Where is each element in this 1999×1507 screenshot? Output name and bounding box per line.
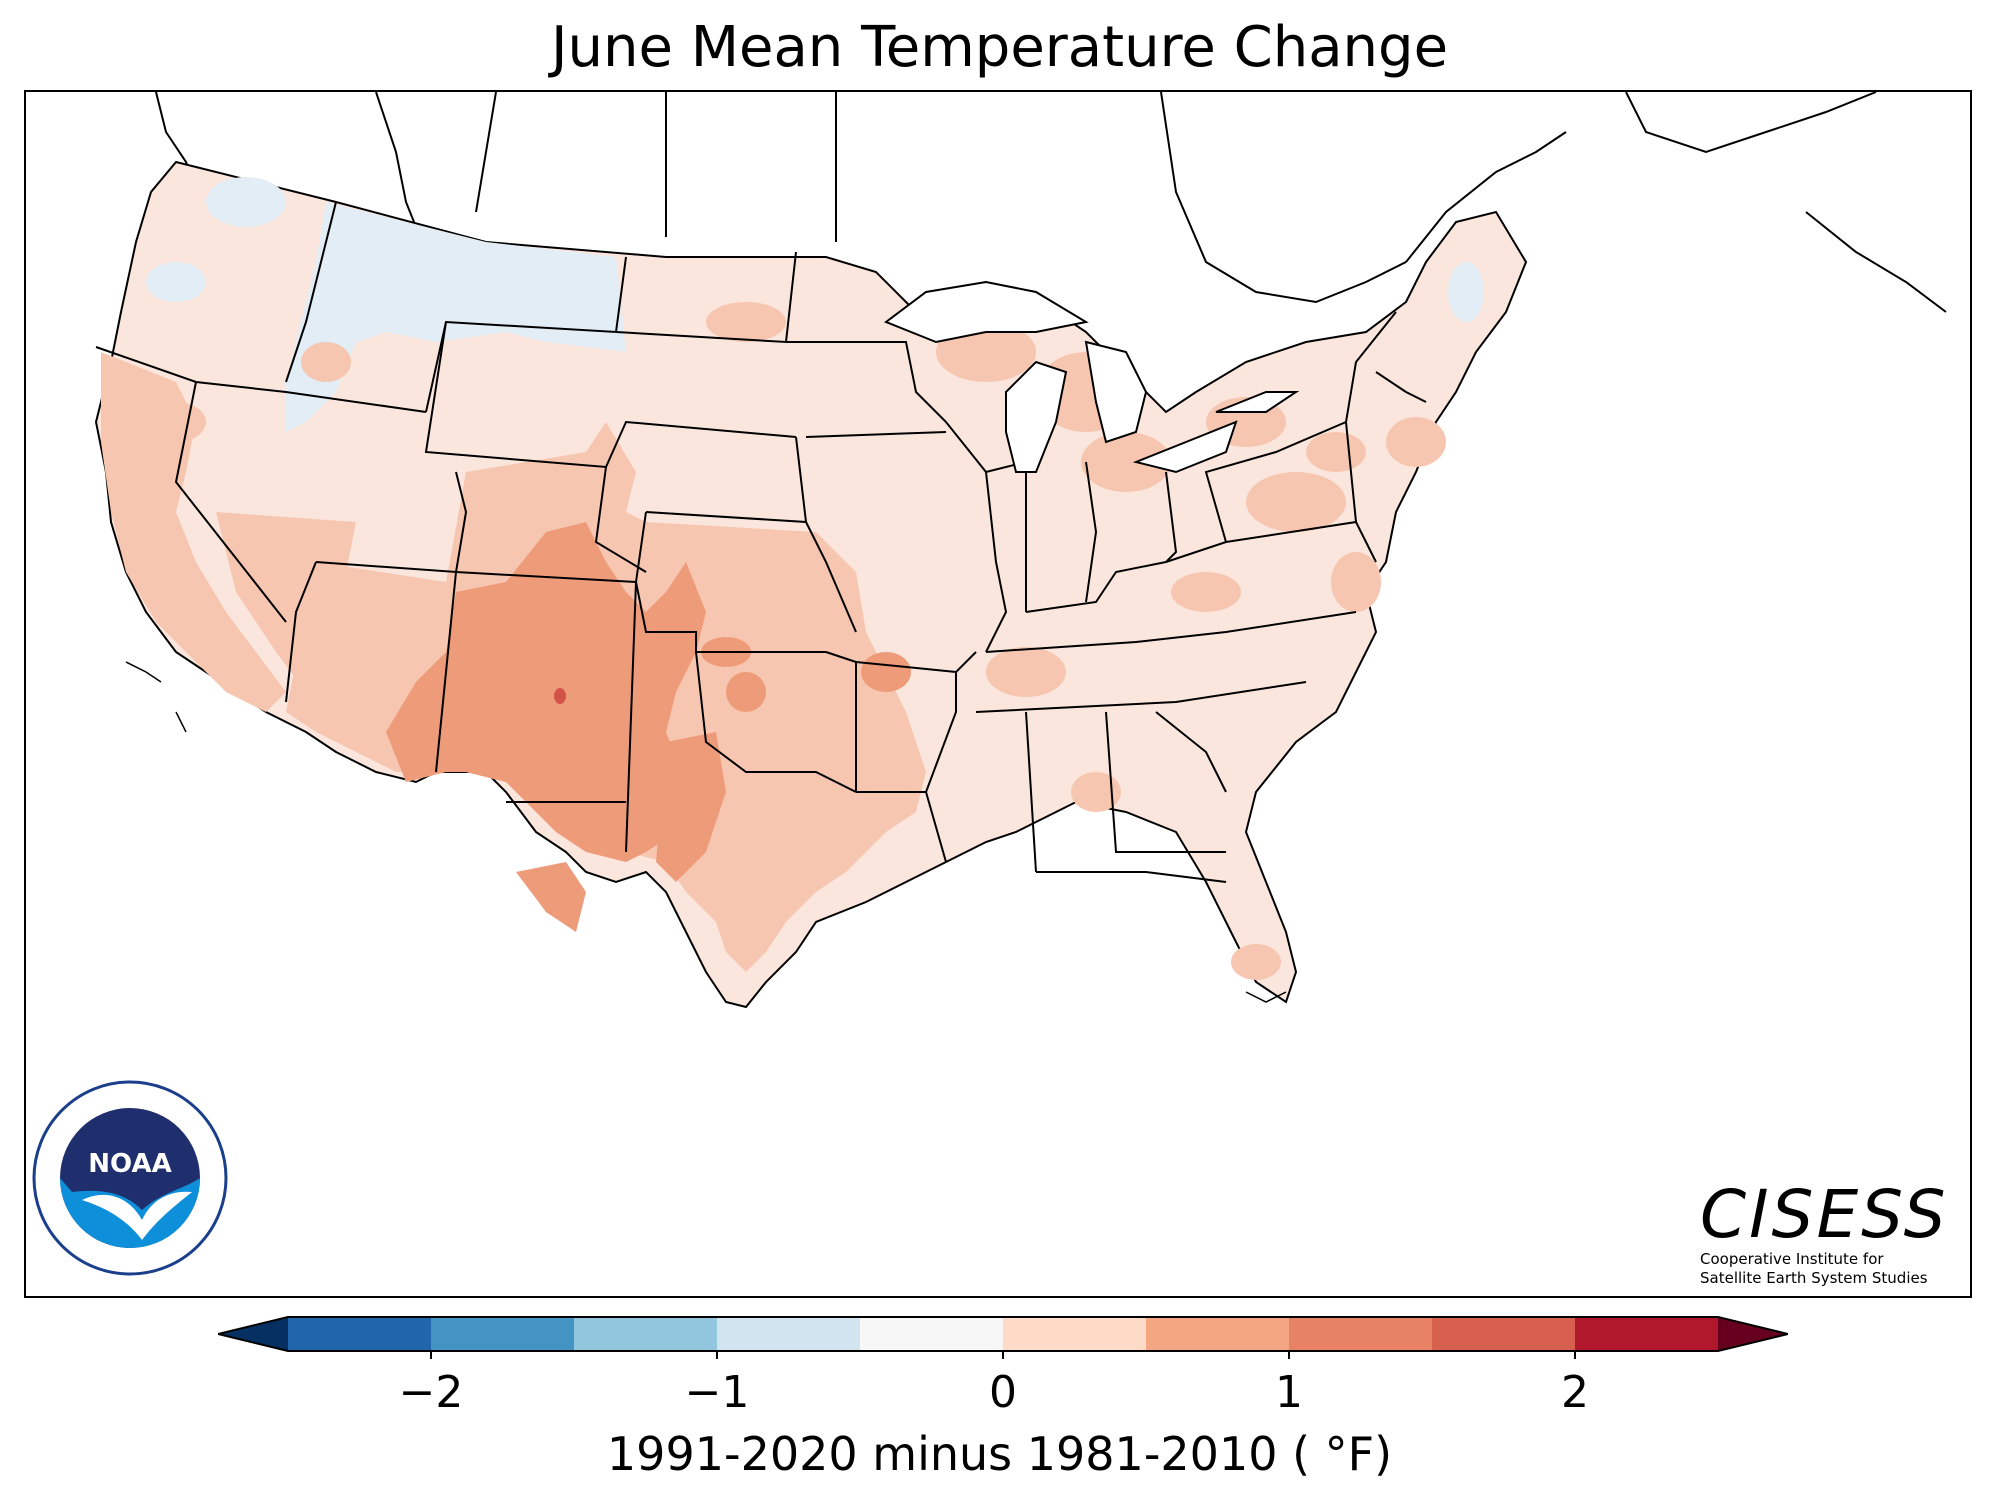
colorbar-bin [1146, 1317, 1289, 1351]
cisess-line-1: Cooperative Institute for [1700, 1250, 1884, 1268]
state-boundaries [95, 201, 1427, 883]
colorbar-bin [1432, 1317, 1575, 1351]
coastline-detail [125, 661, 1287, 1003]
colorbar-under-arrow [218, 1317, 288, 1351]
colorbar-tick-label: −1 [684, 1367, 750, 1418]
colorbar-bin [431, 1317, 574, 1351]
cisess-logo: CISESS Cooperative Institute for Satelli… [1700, 1180, 1950, 1288]
noaa-logo: NOAA [32, 1080, 228, 1276]
colorbar-tick-label: −2 [398, 1367, 464, 1418]
colorbar [218, 1316, 1788, 1359]
colorbar-bin [1575, 1317, 1718, 1351]
neighbor-land [155, 92, 1947, 313]
colorbar-outline [218, 1316, 1788, 1352]
colorbar-tick-label: 0 [989, 1367, 1017, 1418]
colorbar-tick-label: 2 [1561, 1367, 1589, 1418]
colorbar-bin [288, 1317, 431, 1351]
colorbar-bin [1003, 1317, 1146, 1351]
cisess-wordmark: CISESS [1700, 1176, 1949, 1253]
great-lakes [883, 280, 1300, 474]
colorbar-bin [717, 1317, 860, 1351]
warm-anomaly-strong [554, 688, 566, 704]
colorbar-over-arrow [1718, 1317, 1788, 1351]
map-panel [24, 90, 1972, 1298]
colorbar-tick-label: 1 [1275, 1367, 1303, 1418]
colorbar-bin [1289, 1317, 1432, 1351]
noaa-emblem: NOAA [32, 1080, 228, 1276]
cisess-line-2: Satellite Earth System Studies [1700, 1269, 1928, 1287]
colorbar-bin [574, 1317, 717, 1351]
map-title: June Mean Temperature Change [550, 15, 1449, 80]
noaa-center-text: NOAA [88, 1149, 171, 1179]
us-temperature-map [94, 92, 1947, 1009]
colorbar-label: 1991-2020 minus 1981-2010 ( °F) [606, 1427, 1393, 1481]
cool-anomaly [146, 177, 1484, 432]
colorbar-bin [860, 1317, 1003, 1351]
warm-anomaly-medium [386, 522, 911, 932]
